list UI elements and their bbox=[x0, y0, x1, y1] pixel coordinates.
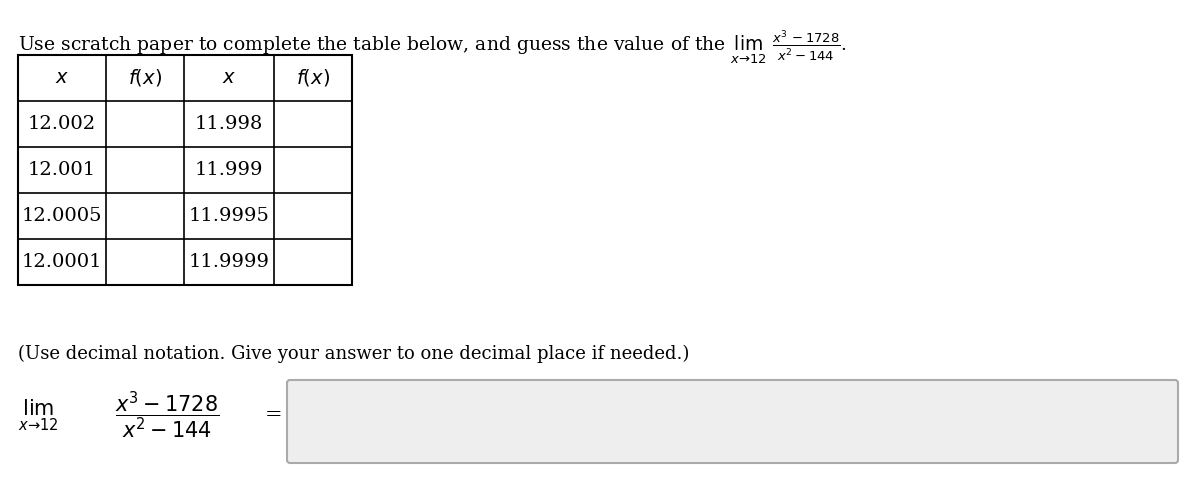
Text: $f(x)$: $f(x)$ bbox=[296, 67, 330, 88]
Text: 12.002: 12.002 bbox=[28, 115, 96, 133]
Text: 12.0001: 12.0001 bbox=[22, 253, 102, 271]
Text: $\lim_{x\to12}$: $\lim_{x\to12}$ bbox=[18, 397, 59, 432]
Text: $x$: $x$ bbox=[222, 69, 236, 87]
Text: 11.9995: 11.9995 bbox=[188, 207, 270, 225]
FancyBboxPatch shape bbox=[287, 380, 1178, 463]
Text: 11.999: 11.999 bbox=[194, 161, 263, 179]
Text: $\dfrac{x^3 - 1728}{x^2 - 144}$: $\dfrac{x^3 - 1728}{x^2 - 144}$ bbox=[115, 389, 220, 441]
Text: (Use decimal notation. Give your answer to one decimal place if needed.): (Use decimal notation. Give your answer … bbox=[18, 345, 689, 363]
Text: 12.001: 12.001 bbox=[28, 161, 96, 179]
Text: =: = bbox=[265, 406, 283, 425]
Text: 11.9999: 11.9999 bbox=[188, 253, 270, 271]
Text: 11.998: 11.998 bbox=[194, 115, 263, 133]
Text: Use scratch paper to complete the table below, and guess the value of the $\lim_: Use scratch paper to complete the table … bbox=[18, 28, 847, 66]
Bar bbox=[18, 55, 352, 285]
Text: 12.0005: 12.0005 bbox=[22, 207, 102, 225]
Text: $x$: $x$ bbox=[55, 69, 70, 87]
Text: $f(x)$: $f(x)$ bbox=[128, 67, 162, 88]
